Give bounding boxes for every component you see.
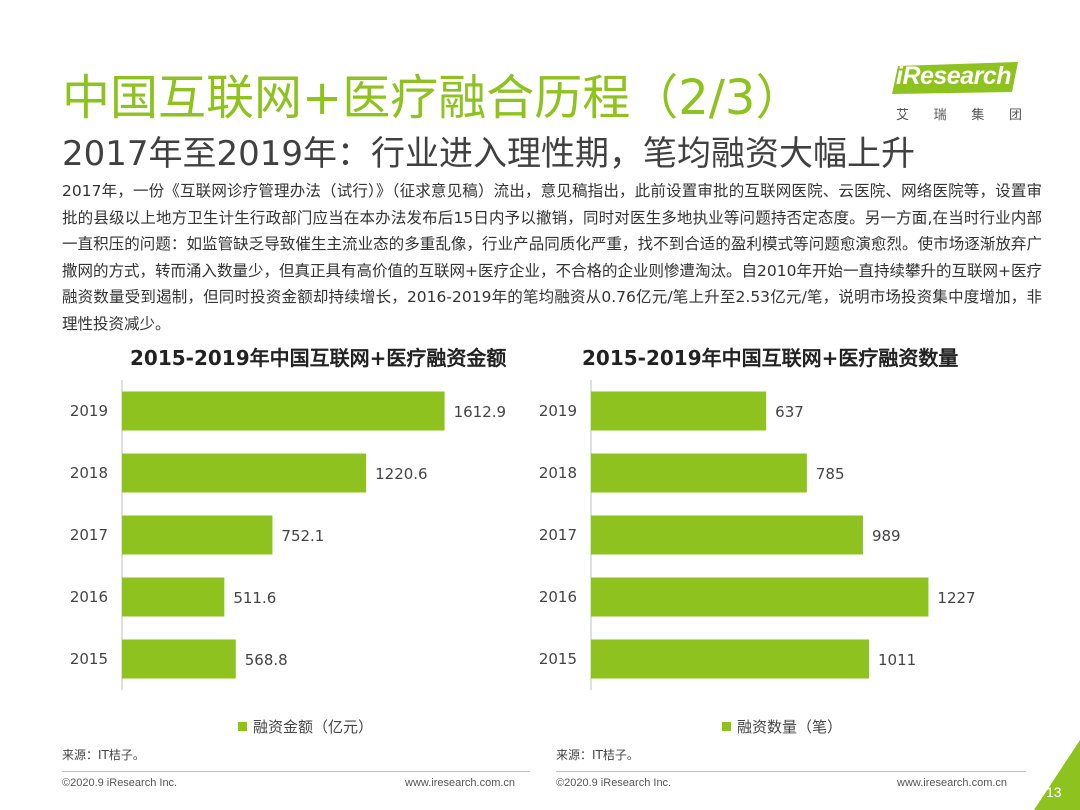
legend-label: 融资金额（亿元） (253, 718, 374, 736)
legend-count: 融资数量（笔） (722, 716, 842, 737)
data-label-2019: 637 (775, 403, 804, 421)
footer-copyright-left: ©2020.9 iResearch Inc. (62, 777, 178, 789)
tick-label-2017: 2017 (70, 526, 108, 544)
body-paragraph: 2017年，一份《互联网诊疗管理办法（试行）》（征求意见稿）流出，意见稿指出，此… (62, 182, 1042, 333)
footer-divider-right (556, 771, 1026, 772)
tick-label-2019: 2019 (539, 402, 577, 420)
data-label-2017: 752.1 (281, 527, 324, 545)
logo-sub-char: 集 (971, 108, 985, 123)
source-note-right: 来源：IT桔子。 (556, 748, 639, 762)
data-label-2016: 511.6 (233, 589, 276, 607)
data-label-2016: 1227 (937, 589, 975, 607)
data-label-2017: 989 (872, 527, 901, 545)
tick-label-2018: 2018 (539, 464, 577, 482)
tick-label-2015: 2015 (539, 650, 577, 668)
page-subtitle: 2017年至2019年：行业进入理性期，笔均融资大幅上升 (62, 134, 916, 174)
legend-swatch (238, 722, 247, 731)
bar-2017 (122, 515, 273, 555)
bar-2019 (591, 391, 767, 431)
page-title: 中国互联网+医疗融合历程（2/3） (62, 70, 804, 126)
footer-website-right: www.iresearch.com.cn (897, 777, 1008, 789)
data-label-2018: 785 (816, 465, 845, 483)
bar-2018 (122, 453, 367, 493)
logo-sub-char: 团 (1008, 108, 1022, 123)
logo-sub-char: 艾 (896, 108, 910, 123)
logo-sub-char: 瑞 (933, 108, 947, 123)
data-label-2015: 1011 (878, 651, 916, 669)
bar-2015 (591, 639, 870, 679)
bar-2019 (122, 391, 445, 431)
chart-title-amount: 2015-2019年中国互联网+医疗融资金额 (130, 346, 507, 370)
footer-website-left: www.iresearch.com.cn (405, 777, 516, 789)
data-label-2019: 1612.9 (454, 403, 507, 421)
tick-label-2016: 2016 (539, 588, 577, 606)
bar-2018 (591, 453, 807, 493)
chart-count: 2019 637 2018 785 2017 989 2016 1227 2015 1011 (539, 380, 976, 690)
bar-2016 (122, 577, 225, 617)
legend-amount: 融资金额（亿元） (238, 716, 373, 737)
chart-title-count: 2015-2019年中国互联网+医疗融资数量 (582, 346, 959, 370)
bar-2017 (591, 515, 863, 555)
page-corner-icon (1034, 740, 1080, 810)
source-note-left: 来源：IT桔子。 (62, 748, 145, 762)
tick-label-2019: 2019 (70, 402, 108, 420)
tick-label-2016: 2016 (70, 588, 108, 606)
logo-text: iResearch (896, 62, 1012, 90)
page-number: 13 (1046, 784, 1062, 800)
legend-swatch (722, 722, 731, 731)
tick-label-2015: 2015 (70, 650, 108, 668)
tick-label-2017: 2017 (539, 526, 577, 544)
logo-badge-icon (892, 62, 1018, 94)
iresearch-logo: iResearch 艾 瑞 集 团 (890, 56, 1030, 126)
footer-copyright-right: ©2020.9 iResearch Inc. (556, 777, 672, 789)
data-label-2015: 568.8 (245, 651, 288, 669)
bar-2015 (122, 639, 236, 679)
footer-divider-left (62, 771, 530, 772)
bar-2016 (591, 577, 929, 617)
legend-label: 融资数量（笔） (737, 718, 843, 736)
data-label-2018: 1220.6 (375, 465, 428, 483)
chart-amount: 2019 1612.9 2018 1220.6 2017 752.1 2016 511.6 20… (70, 380, 507, 690)
tick-label-2018: 2018 (70, 464, 108, 482)
logo-subtext: 艾 瑞 集 团 (890, 104, 1030, 123)
